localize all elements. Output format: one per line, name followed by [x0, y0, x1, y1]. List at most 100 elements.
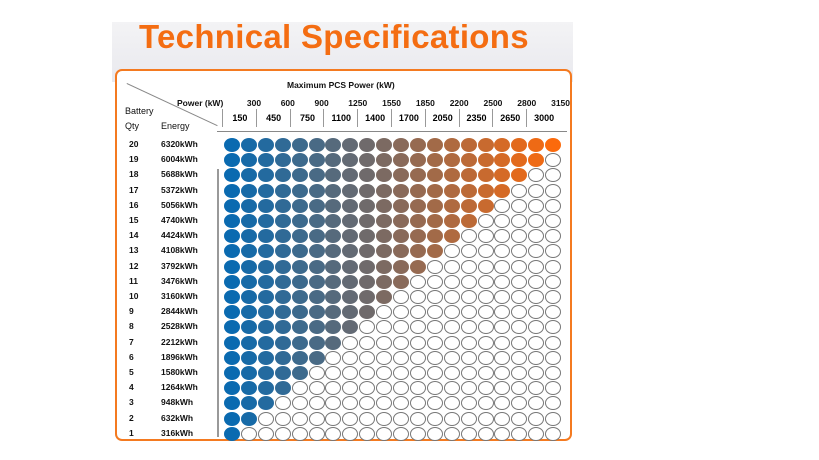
filled-dot [477, 138, 494, 152]
filled-dot [274, 259, 291, 274]
empty-dot [393, 290, 409, 304]
empty-dot [460, 274, 477, 289]
row-energy: 4424kWh [161, 230, 198, 241]
filled-dot [426, 198, 443, 213]
row-qty: 5 [129, 367, 134, 377]
table-heading: Maximum PCS Power (kW) [287, 80, 395, 90]
filled-dot [409, 153, 426, 168]
row-qty: 10 [129, 291, 139, 301]
filled-dot [494, 153, 511, 168]
filled-dot [426, 214, 443, 228]
empty-dot [342, 396, 359, 411]
empty-dot [409, 335, 426, 350]
empty-dot [359, 396, 376, 411]
empty-dot [426, 335, 443, 350]
filled-dot [240, 335, 257, 350]
empty-dot [359, 350, 376, 365]
row-energy: 2528kWh [161, 321, 198, 332]
filled-dot [325, 168, 342, 183]
filled-dot [325, 244, 342, 259]
empty-dot [545, 335, 562, 350]
empty-dot [494, 335, 511, 350]
filled-dot [545, 138, 562, 152]
empty-dot [545, 274, 562, 289]
filled-dot [376, 183, 393, 198]
empty-dot [511, 259, 528, 274]
filled-dot [511, 153, 528, 168]
power-top-label: 900 [314, 98, 329, 108]
filled-dot [257, 274, 274, 289]
filled-dot [443, 229, 460, 244]
filled-dot [325, 214, 342, 228]
filled-dot [240, 396, 257, 411]
row-energy: 2844kWh [161, 306, 198, 317]
filled-dot [426, 153, 443, 168]
filled-dot [376, 290, 393, 304]
empty-dot [528, 366, 545, 380]
filled-dot [393, 153, 409, 168]
filled-dot [359, 305, 376, 320]
power-top-label: 1850 [415, 98, 435, 108]
empty-dot [460, 229, 477, 244]
filled-dot [376, 259, 393, 274]
filled-dot [308, 214, 325, 228]
empty-dot [511, 198, 528, 213]
empty-dot [528, 305, 545, 320]
empty-dot [393, 350, 409, 365]
empty-dot [240, 426, 257, 441]
empty-dot [528, 244, 545, 259]
filled-dot [291, 335, 308, 350]
empty-dot [359, 426, 376, 441]
filled-dot [376, 244, 393, 259]
empty-dot [443, 366, 460, 380]
empty-dot [443, 320, 460, 335]
filled-dot [426, 244, 443, 259]
empty-dot [477, 274, 494, 289]
filled-dot [325, 259, 342, 274]
empty-dot [460, 381, 477, 396]
filled-dot [257, 229, 274, 244]
empty-dot [545, 320, 562, 335]
empty-dot [494, 290, 511, 304]
power-bottom-label: 2350 [458, 109, 494, 127]
empty-dot [477, 305, 494, 320]
row-energy: 948kWh [161, 397, 194, 408]
filled-dot [342, 183, 359, 198]
empty-dot [477, 396, 494, 411]
filled-dot [359, 259, 376, 274]
power-bottom-label: 2650 [492, 109, 527, 127]
filled-dot [274, 244, 291, 259]
filled-dot [443, 183, 460, 198]
filled-dot [325, 335, 342, 350]
filled-dot [393, 214, 409, 228]
empty-dot [426, 381, 443, 396]
filled-dot [240, 320, 257, 335]
row-qty: 14 [129, 230, 139, 241]
power-bottom-label: 1700 [391, 109, 426, 127]
row-energy: 4108kWh [161, 245, 198, 256]
empty-dot [545, 366, 562, 380]
empty-dot [545, 396, 562, 411]
empty-dot [409, 320, 426, 335]
power-bottom-label: 150 [222, 109, 257, 127]
filled-dot [426, 138, 443, 152]
empty-dot [528, 350, 545, 365]
empty-dot [511, 381, 528, 396]
filled-dot [291, 244, 308, 259]
empty-dot [511, 335, 528, 350]
empty-dot [359, 366, 376, 380]
filled-dot [291, 168, 308, 183]
filled-dot [240, 350, 257, 365]
filled-dot [325, 138, 342, 152]
filled-dot [494, 168, 511, 183]
battery-label: Battery [125, 106, 154, 116]
empty-dot [545, 229, 562, 244]
filled-dot [257, 366, 274, 380]
filled-dot [224, 229, 240, 244]
empty-dot [393, 305, 409, 320]
filled-dot [308, 335, 325, 350]
empty-dot [477, 350, 494, 365]
filled-dot [291, 290, 308, 304]
empty-dot [409, 305, 426, 320]
row-energy: 632kWh [161, 412, 194, 423]
